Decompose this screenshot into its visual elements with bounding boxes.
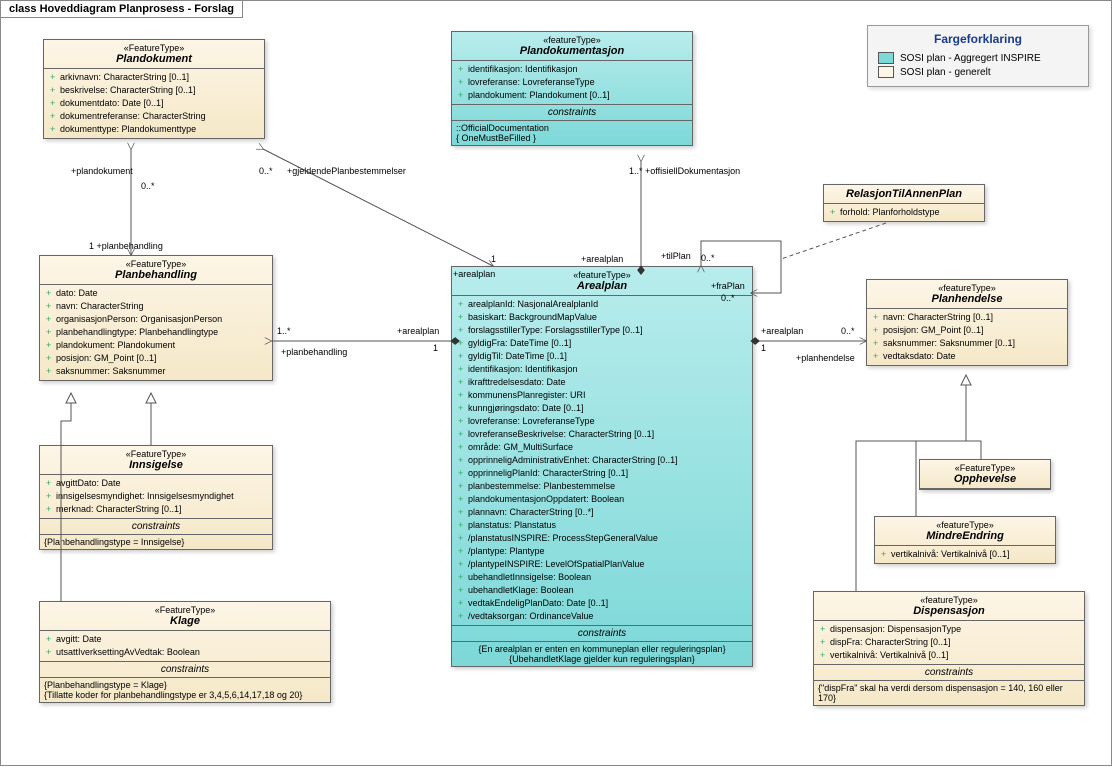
legend-title: Fargeforklaring bbox=[878, 32, 1078, 46]
lbl: 1 bbox=[491, 254, 496, 264]
lbl: 1 +planbehandling bbox=[89, 241, 163, 251]
class-innsigelse: «FeatureType»Innsigelse avgittDato: Date… bbox=[39, 445, 273, 550]
legend-row: SOSI plan - Aggregert INSPIRE bbox=[878, 52, 1078, 64]
class-klage: «FeatureType»Klage avgitt: Date utsattIv… bbox=[39, 601, 331, 703]
lbl: +fraPlan bbox=[711, 281, 745, 291]
lbl: +arealplan bbox=[581, 254, 623, 264]
class-arealplan: «featureType»Arealplan arealplanId: Nasj… bbox=[451, 266, 753, 667]
lbl: +planbehandling bbox=[281, 347, 347, 357]
lbl: +arealplan bbox=[761, 326, 803, 336]
legend: Fargeforklaring SOSI plan - Aggregert IN… bbox=[867, 25, 1089, 87]
class-mindreendring: «featureType»MindreEndring vertikalnivå:… bbox=[874, 516, 1056, 564]
lbl: 1 bbox=[761, 343, 766, 353]
lbl: 0..* bbox=[141, 181, 155, 191]
lbl: +planhendelse bbox=[796, 353, 855, 363]
class-dispensasjon: «featureType»Dispensasjon dispensasjon: … bbox=[813, 591, 1085, 706]
lbl: 1 bbox=[433, 343, 438, 353]
diagram-title: class Hoveddiagram Planprosess - Forslag bbox=[1, 1, 243, 18]
class-planhendelse: «featureType»Planhendelse navn: Characte… bbox=[866, 279, 1068, 366]
lbl: 0..* bbox=[841, 326, 855, 336]
lbl: 1..* bbox=[277, 326, 291, 336]
legend-row: SOSI plan - generelt bbox=[878, 66, 1078, 78]
lbl: +gjeldendePlanbestemmelser bbox=[287, 166, 406, 176]
class-planbehandling: «FeatureType»Planbehandling dato: Date n… bbox=[39, 255, 273, 381]
swatch-inspire bbox=[878, 52, 894, 64]
lbl: 0..* bbox=[721, 293, 735, 303]
class-plandokumentasjon: «featureType»Plandokumentasjon identifik… bbox=[451, 31, 693, 146]
lbl: +arealplan bbox=[453, 269, 495, 279]
lbl: +tilPlan bbox=[661, 251, 691, 261]
class-relasjon: RelasjonTilAnnenPlan forhold: Planforhol… bbox=[823, 184, 985, 222]
lbl: +arealplan bbox=[397, 326, 439, 336]
swatch-general bbox=[878, 66, 894, 78]
class-plandokument: «FeatureType»Plandokument arkivnavn: Cha… bbox=[43, 39, 265, 139]
class-opphevelse: «FeatureType»Opphevelse bbox=[919, 459, 1051, 490]
lbl: 1..* +offisiellDokumentasjon bbox=[629, 166, 740, 176]
lbl: +plandokument bbox=[71, 166, 133, 176]
lbl: 0..* bbox=[259, 166, 273, 176]
diagram-canvas: class Hoveddiagram Planprosess - Forslag… bbox=[0, 0, 1112, 766]
lbl: 0..* bbox=[701, 253, 715, 263]
